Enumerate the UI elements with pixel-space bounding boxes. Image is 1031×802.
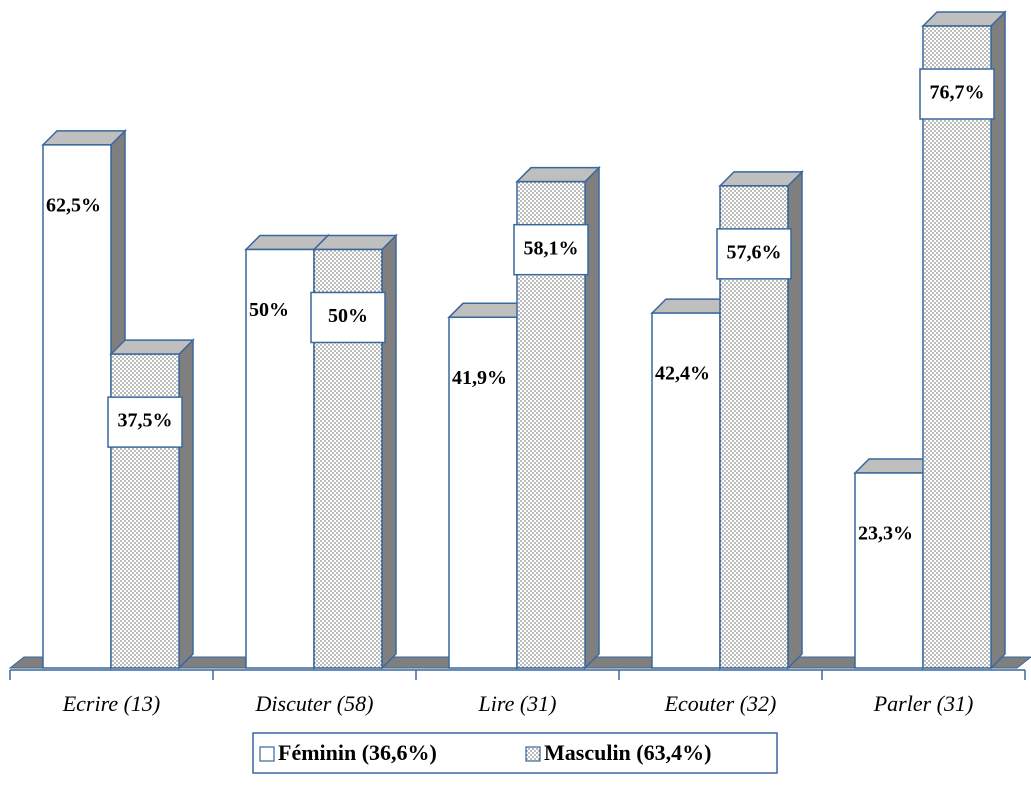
bar-top [109,339,195,355]
legend-box [252,732,778,774]
legend-swatch [259,746,275,762]
data-label: 50% [249,299,289,321]
data-label: 41,9% [452,367,507,389]
data-label: 57,6% [727,241,782,263]
bar-front [245,248,315,669]
data-label: 58,1% [524,237,579,259]
x-tick-label: Discuter (58) [255,691,374,716]
bar-side [178,338,194,670]
bar-front [854,472,924,669]
bar-front [922,25,992,669]
data-label: 42,4% [655,363,710,385]
legend-label: Féminin (36,6%) [278,740,437,765]
data-label: 76,7% [930,82,985,104]
legend-label: Masculin (63,4%) [544,740,711,765]
data-label: 62,5% [46,194,101,216]
x-tick-label: Lire (31) [477,691,556,716]
bar [109,338,195,670]
data-label-box [716,228,792,280]
x-tick-label: Ecouter (32) [664,691,777,716]
data-label-box [107,396,183,448]
bar-top [718,171,804,187]
bar-top [41,130,127,146]
data-label: 37,5% [118,410,173,432]
data-label-box [919,68,995,120]
bar-top [921,11,1007,27]
x-tick-label: Ecrire (13) [62,691,161,716]
x-tick-label: Parler (31) [873,691,974,716]
data-label: 50% [328,305,368,327]
data-label-box [513,223,589,276]
data-label-box [310,291,386,344]
bar-top [515,166,601,183]
data-label: 23,3% [858,523,913,545]
bar [921,10,1007,670]
bar-front [651,312,721,669]
bar-top [312,234,398,251]
bar-front [42,144,112,669]
bar-front [448,316,518,669]
bar [41,129,127,670]
legend-swatch [525,746,541,762]
